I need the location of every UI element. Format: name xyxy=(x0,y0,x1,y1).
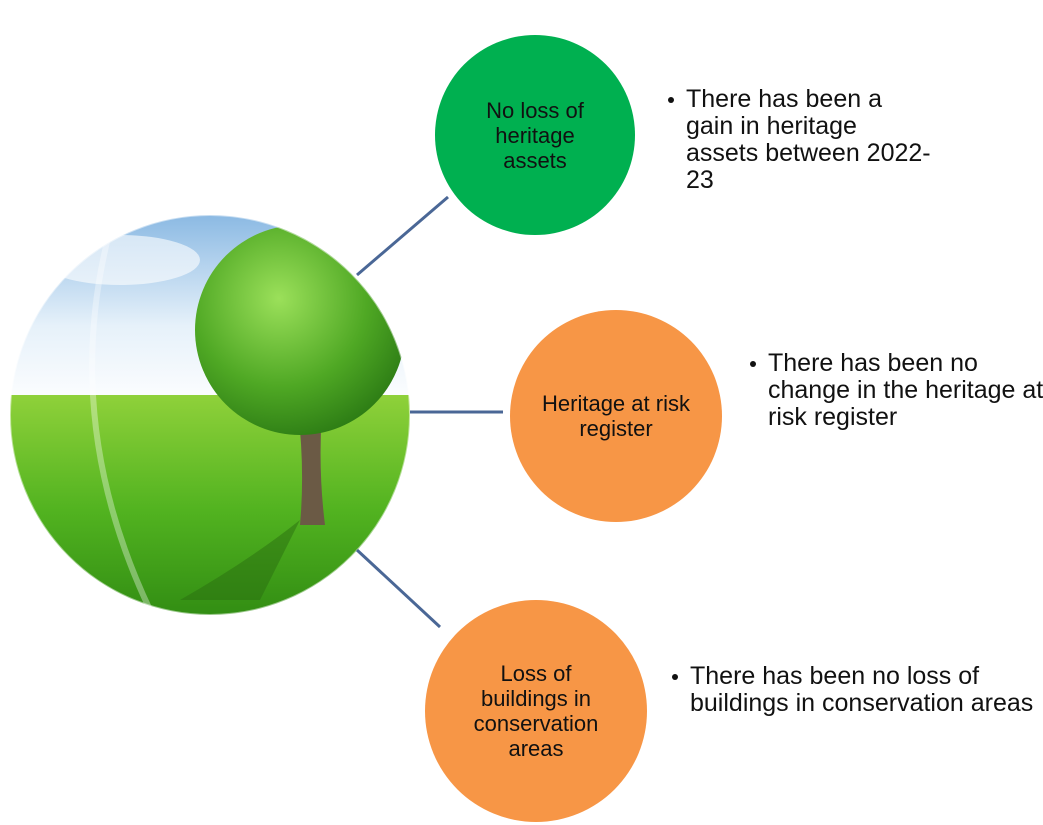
bullet-item: There has been no change in the heritage… xyxy=(746,350,1043,431)
bullet-text: There has been no change in the heritage… xyxy=(768,349,1043,431)
node-label: No loss of heritage assets xyxy=(470,98,600,173)
bullet-dot xyxy=(668,97,674,103)
bullet-item: There has been a gain in heritage assets… xyxy=(664,86,936,194)
bullet-text: There has been no loss of buildings in c… xyxy=(690,662,1033,717)
node-circle: Heritage at risk register xyxy=(510,310,722,522)
node-label: Heritage at risk register xyxy=(541,391,691,441)
diagram: No loss of heritage assets Heritage at r… xyxy=(0,0,1043,825)
node-circle: Loss of buildings in conservation areas xyxy=(425,600,647,822)
tree-image xyxy=(0,200,420,625)
bullet-dot xyxy=(672,674,678,680)
bullet-item: There has been no loss of buildings in c… xyxy=(668,663,1043,717)
bullet-dot xyxy=(750,361,756,367)
bullet-text: There has been a gain in heritage assets… xyxy=(686,85,931,194)
node-label: Loss of buildings in conservation areas xyxy=(464,661,609,761)
node-circle: No loss of heritage assets xyxy=(435,35,635,235)
